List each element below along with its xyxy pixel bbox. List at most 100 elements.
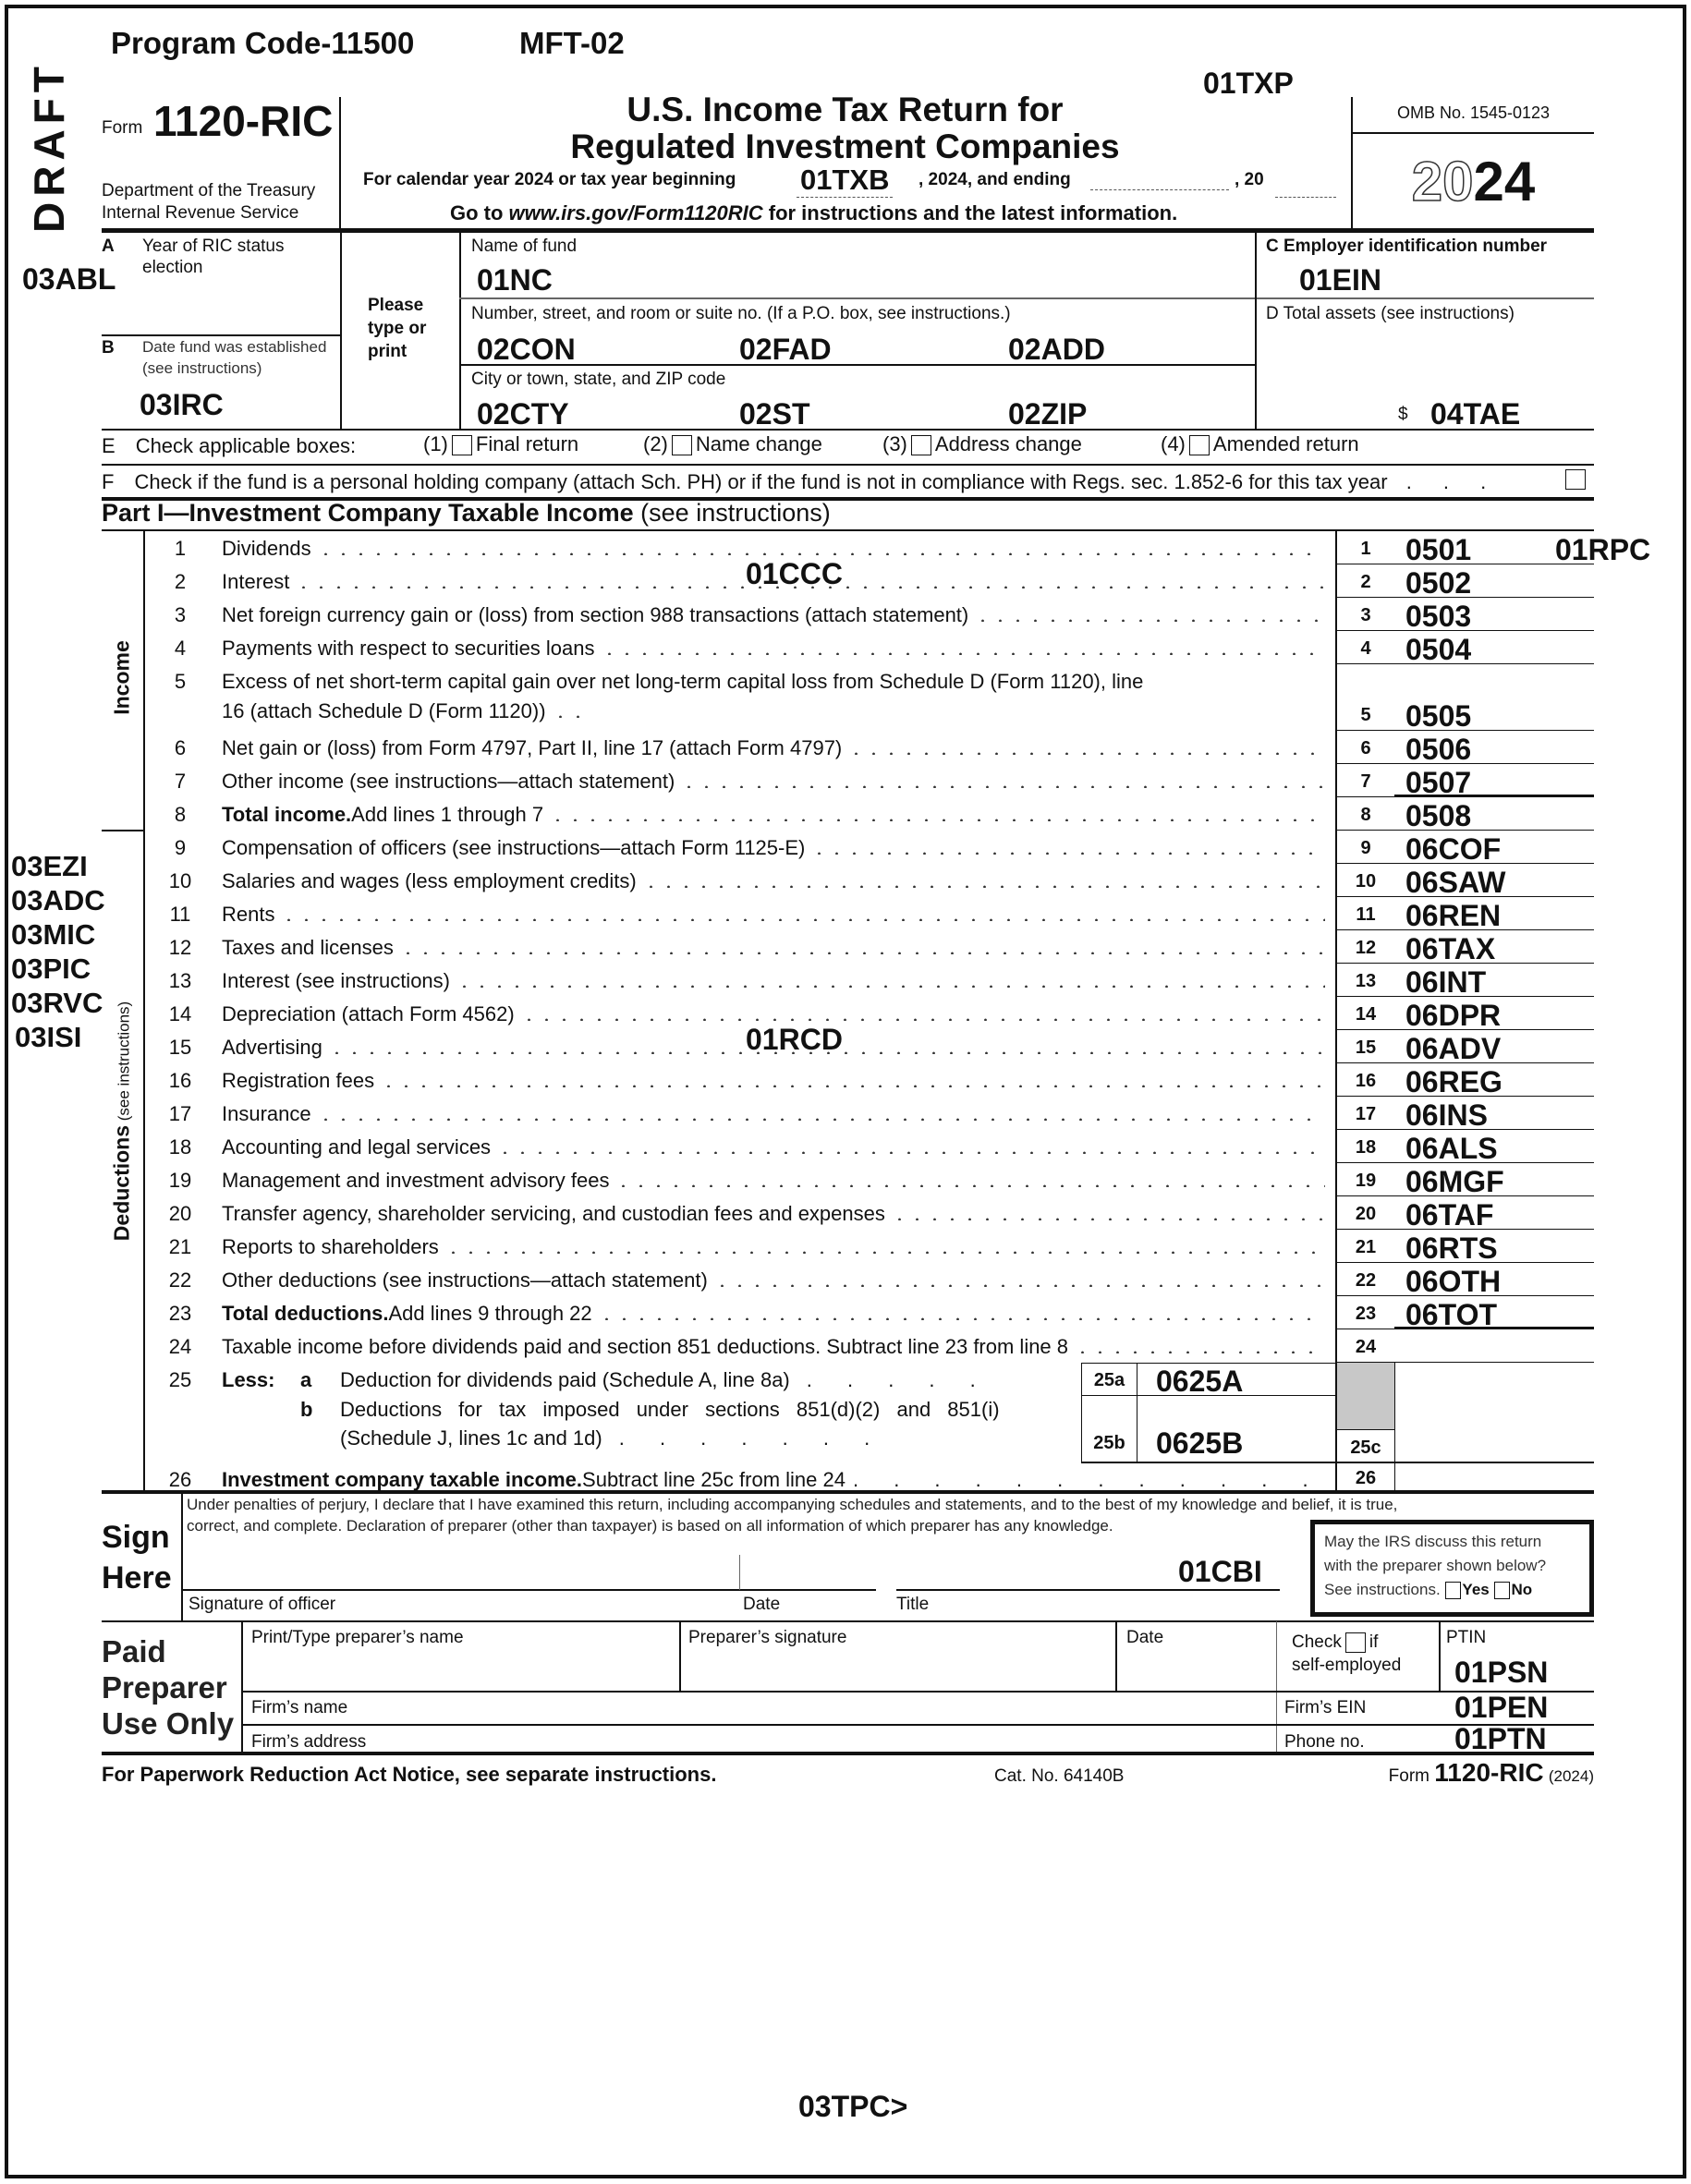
and-ending-text: , 2024, and ending [918, 170, 1071, 189]
line-box-number: 2 [1335, 564, 1394, 598]
street-field-2[interactable]: 02FAD [739, 333, 832, 366]
preparer-signature-field[interactable] [681, 1654, 1113, 1689]
line-amount-field[interactable]: 06DPR [1394, 997, 1594, 1032]
tax-year-begin[interactable]: 01TXB [797, 164, 894, 198]
line-box-number: 17 [1335, 1097, 1394, 1130]
fund-name-field[interactable]: 01NC [477, 263, 553, 297]
line-amount-field[interactable]: 06REN [1394, 897, 1594, 932]
line-amount-field[interactable]: 06TAF [1394, 1196, 1594, 1232]
line-amount-field[interactable]: 0503 [1394, 598, 1594, 633]
checkbox-item-3[interactable]: (3) Address change [882, 432, 1082, 456]
line-number: 8 [174, 803, 187, 826]
ptin-field[interactable]: 01PSN [1454, 1656, 1549, 1689]
mft-code: MFT-02 [519, 26, 625, 60]
tax-year: 2024 [1411, 150, 1536, 213]
checkbox[interactable] [1188, 435, 1210, 456]
total-assets-field[interactable]: 04TAE [1430, 397, 1521, 431]
tax-year-end-field[interactable] [1090, 187, 1229, 190]
sign-date-label: Date [743, 1595, 781, 1614]
checkbox[interactable] [910, 435, 931, 456]
line-description-2: 16 (attach Schedule D (Form 1120)) [222, 699, 1331, 723]
discuss-yes-checkbox[interactable] [1445, 1582, 1462, 1600]
discuss-no-checkbox[interactable] [1494, 1582, 1511, 1600]
form-word: Form [102, 118, 143, 138]
ccc-code: 01CCC [746, 557, 843, 590]
city-field[interactable]: 02CTY [477, 397, 569, 431]
line-amount-field[interactable]: 06TOT [1394, 1296, 1594, 1331]
line-box-number: 8 [1335, 797, 1394, 831]
line-amount-field[interactable]: 0505 [1394, 698, 1594, 733]
line-amount-field[interactable]: 0502 [1394, 564, 1594, 600]
firm-ein-field[interactable]: 01PEN [1454, 1691, 1549, 1724]
street-field-3[interactable]: 02ADD [1008, 333, 1105, 366]
line-amount-field[interactable]: 06MGF [1394, 1163, 1594, 1198]
self-employed-checkbox[interactable] [1344, 1632, 1366, 1653]
title-field[interactable] [896, 1558, 1280, 1591]
line-25b-letter: b [300, 1398, 313, 1421]
preparer-name-field[interactable] [243, 1654, 677, 1689]
line-25c-amount[interactable] [1394, 1363, 1594, 1462]
part1-heading: Part I—Investment Company Taxable Income… [102, 499, 831, 527]
ein-field[interactable]: 01EIN [1299, 263, 1381, 297]
left-margin-code: 03ISI [15, 1021, 82, 1053]
checkbox[interactable] [451, 435, 472, 456]
checkbox-item-2[interactable]: (2) Name change [643, 432, 822, 456]
total-assets-label: D Total assets (see instructions) [1266, 304, 1515, 323]
zip-field[interactable]: 02ZIP [1008, 397, 1088, 431]
line-number: 9 [174, 836, 187, 859]
line-box-number: 19 [1335, 1163, 1394, 1196]
line-number: 24 [168, 1335, 192, 1358]
checkbox-item-4[interactable]: (4) Amended return [1161, 432, 1359, 456]
line-3: 3 Net foreign currency gain or (loss) fro… [143, 598, 1594, 633]
line-amount-field[interactable]: 0508 [1394, 797, 1594, 832]
line-10: 10 Salaries and wages (less employment cr… [143, 864, 1594, 899]
line-8: 8 Total income. Add lines 1 through 7 8 050… [143, 797, 1594, 832]
line-number: 10 [168, 869, 192, 892]
firm-name-label: Firm’s name [251, 1698, 348, 1717]
line-amount-field[interactable]: 0507 [1394, 764, 1594, 799]
dot-leader [810, 836, 1325, 855]
line-amount-field[interactable] [1394, 1329, 1594, 1363]
line-amount-field[interactable]: 06INT [1394, 964, 1594, 999]
checkbox-item-1[interactable]: (1) Final return [423, 432, 578, 456]
line-amount-field[interactable]: 06REG [1394, 1063, 1594, 1098]
row-e: E Check applicable boxes: [102, 434, 357, 457]
name-label: Name of fund [471, 237, 578, 256]
street-field-1[interactable]: 02CON [477, 333, 576, 366]
left-margin-code: 03ADC [11, 884, 105, 916]
checkbox-number: (3) [882, 432, 907, 455]
line-amount-field[interactable]: 06INS [1394, 1097, 1594, 1132]
phc-checkbox[interactable] [1565, 469, 1586, 490]
line-number: 18 [168, 1135, 192, 1159]
line-amount-field[interactable]: 06RTS [1394, 1230, 1594, 1265]
tax-year-end-yy-field[interactable] [1275, 194, 1336, 198]
line-26-amount[interactable] [1394, 1462, 1594, 1492]
line-amount-field[interactable]: 06ADV [1394, 1030, 1594, 1065]
city-label: City or town, state, and ZIP code [471, 370, 726, 389]
line-amount-field[interactable]: 06OTH [1394, 1263, 1594, 1298]
date-established-value[interactable]: 03IRC [140, 388, 224, 421]
line-amount-field[interactable]: 06ALS [1394, 1130, 1594, 1165]
irs-url[interactable]: www.irs.gov/Form1120RIC [508, 201, 763, 224]
line-box-number: 1 [1335, 531, 1394, 564]
abl-code: 03ABL [22, 262, 116, 296]
line-amount-field[interactable]: 0504 [1394, 631, 1594, 666]
phone-field[interactable]: 01PTN [1454, 1722, 1547, 1755]
line-25b-desc-2: (Schedule J, lines 1c and 1d). . . . . .… [340, 1426, 885, 1450]
line-25b-amount[interactable]: 0625B [1137, 1396, 1335, 1462]
comma-20: , 20 [1235, 170, 1264, 189]
line-25a-amount[interactable]: 0625A [1137, 1363, 1335, 1398]
line-amount-field[interactable]: 06COF [1394, 831, 1594, 866]
line-amount-field[interactable]: 06TAX [1394, 930, 1594, 965]
line-number: 12 [168, 936, 192, 959]
paperwork-notice: For Paperwork Reduction Act Notice, see … [102, 1763, 717, 1786]
line-amount-field[interactable]: 0506 [1394, 731, 1594, 766]
line-amount-field[interactable]: 06SAW [1394, 864, 1594, 899]
income-section-label: Income [109, 640, 134, 715]
officer-signature-field[interactable] [181, 1558, 876, 1591]
line-amount-field[interactable]: 0501 [1394, 531, 1594, 566]
state-field[interactable]: 02ST [739, 397, 810, 431]
line-description: Depreciation (attach Form 4562) [222, 1002, 1331, 1026]
line-7: 7 Other income (see instructions—attach s… [143, 764, 1594, 799]
checkbox[interactable] [671, 435, 692, 456]
